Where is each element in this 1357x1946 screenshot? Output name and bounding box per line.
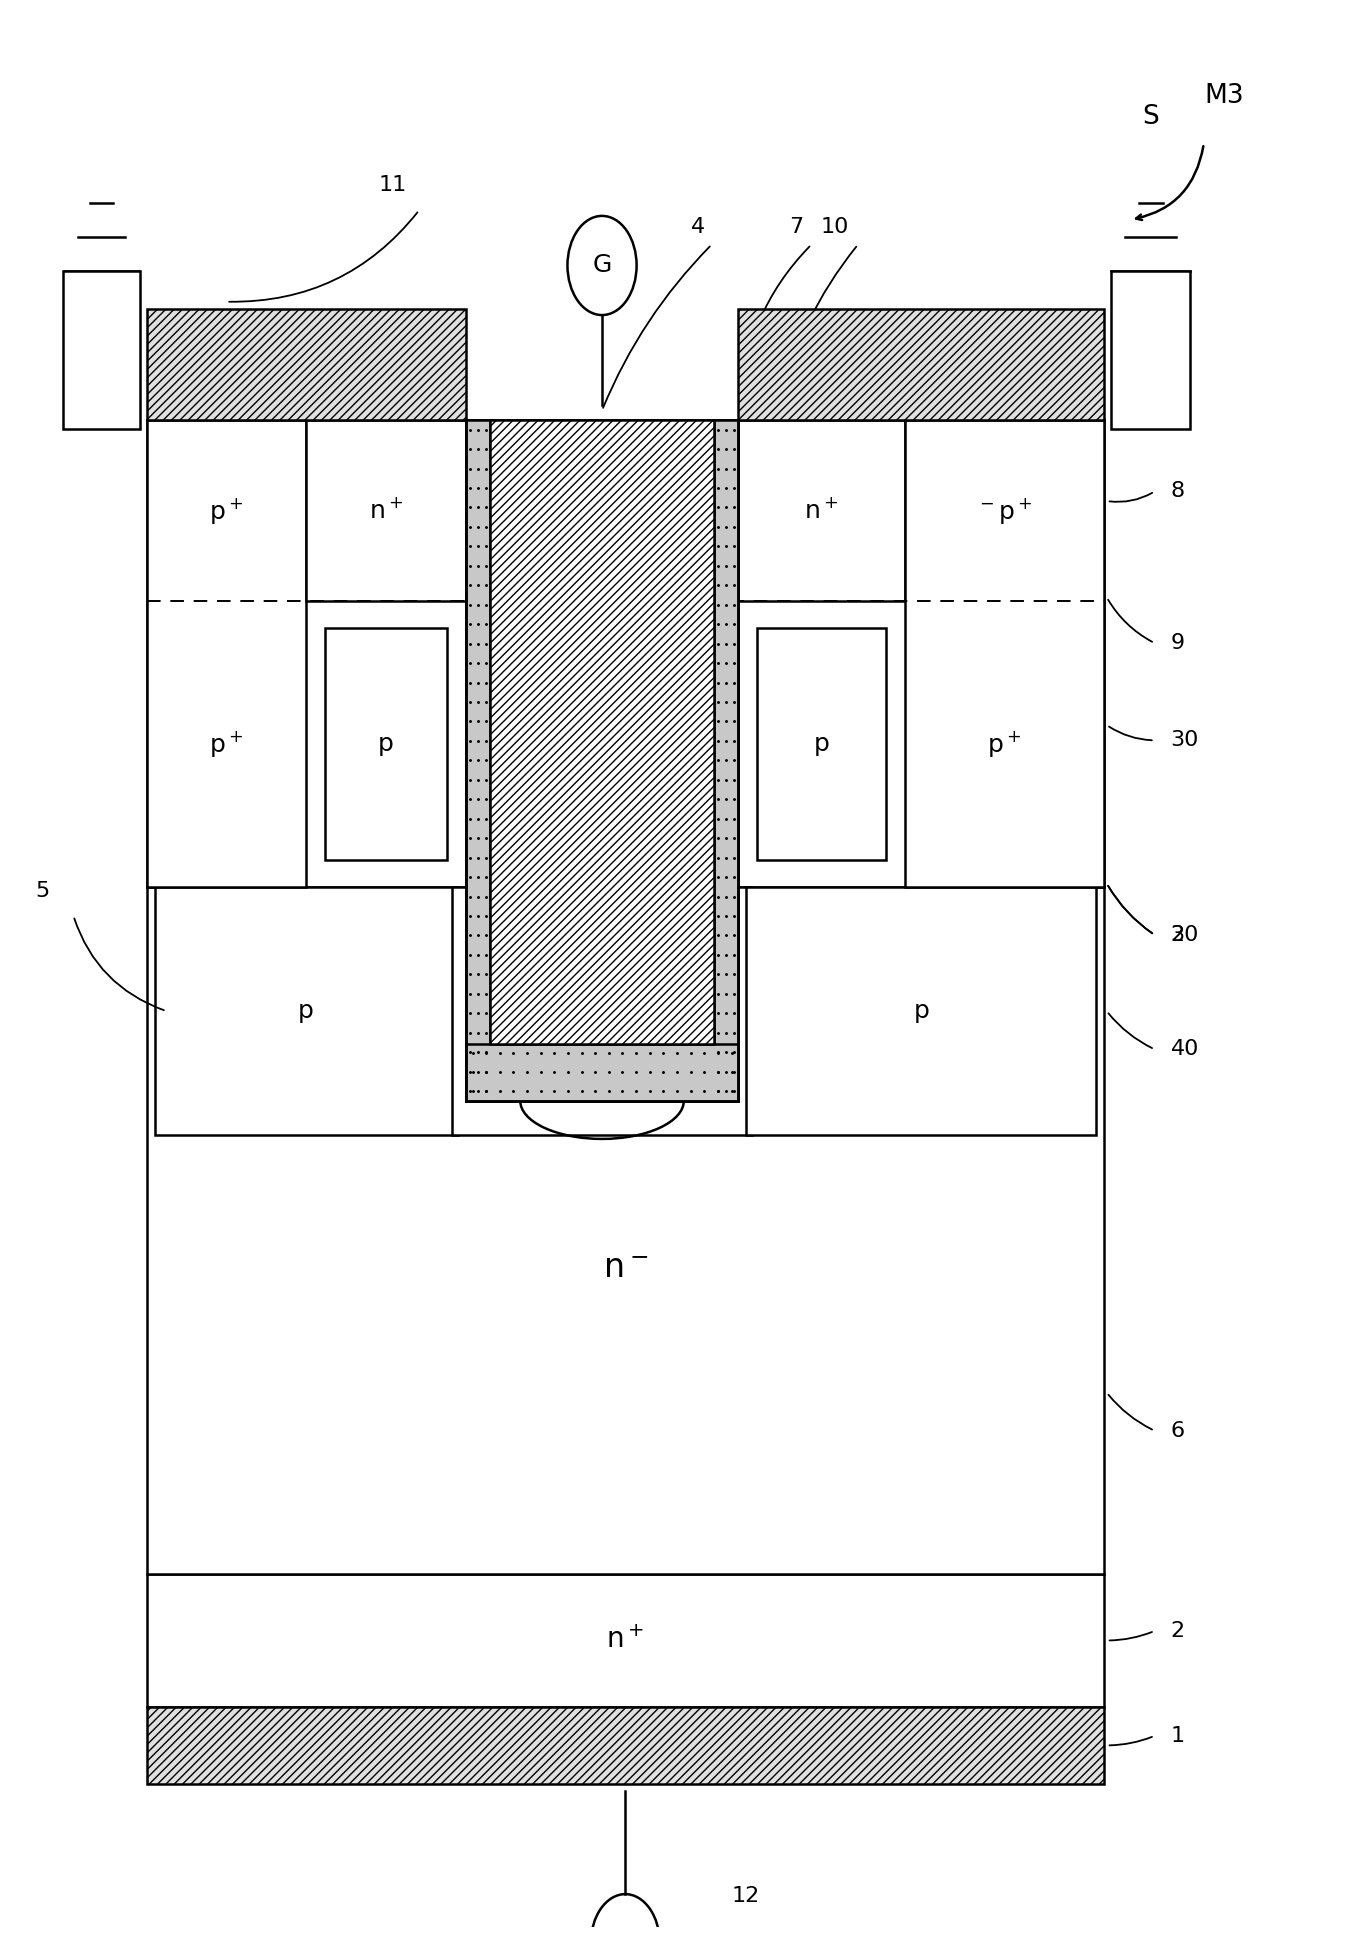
Bar bbox=[1110, 270, 1190, 430]
Bar bbox=[147, 1574, 1105, 1707]
Text: S: S bbox=[1143, 103, 1159, 130]
Text: 30: 30 bbox=[1171, 730, 1200, 751]
Text: $^-$p$^+$: $^-$p$^+$ bbox=[976, 496, 1033, 525]
Text: n$^-$: n$^-$ bbox=[603, 1251, 647, 1284]
Text: 5: 5 bbox=[35, 880, 50, 901]
Bar bbox=[746, 887, 1096, 1135]
Bar bbox=[738, 309, 1105, 420]
Text: p$^+$: p$^+$ bbox=[209, 496, 243, 525]
Text: 8: 8 bbox=[1171, 481, 1185, 502]
Text: 6: 6 bbox=[1171, 1421, 1185, 1440]
Bar bbox=[155, 887, 457, 1135]
Text: n$^+$: n$^+$ bbox=[607, 1627, 645, 1654]
Bar bbox=[757, 629, 886, 860]
Bar bbox=[147, 887, 1105, 1574]
Bar bbox=[62, 270, 140, 430]
Bar bbox=[147, 420, 1105, 887]
Text: p: p bbox=[814, 732, 829, 757]
Text: 1: 1 bbox=[1171, 1726, 1185, 1746]
Text: 2: 2 bbox=[1171, 1621, 1185, 1640]
Text: p: p bbox=[913, 998, 930, 1024]
Text: p: p bbox=[594, 998, 609, 1024]
Bar bbox=[324, 629, 446, 860]
Text: G: G bbox=[593, 253, 612, 278]
Bar bbox=[714, 420, 738, 1101]
Bar bbox=[465, 420, 490, 1101]
Text: 3: 3 bbox=[1171, 924, 1185, 946]
Text: 12: 12 bbox=[731, 1886, 760, 1905]
Text: 20: 20 bbox=[1171, 924, 1200, 946]
Bar bbox=[147, 420, 307, 887]
Bar bbox=[738, 420, 905, 601]
Bar bbox=[465, 420, 738, 1101]
Bar bbox=[307, 420, 465, 601]
Text: 11: 11 bbox=[379, 175, 407, 195]
Text: p$^+$: p$^+$ bbox=[987, 730, 1022, 759]
Bar bbox=[905, 420, 1105, 887]
Text: n$^+$: n$^+$ bbox=[369, 498, 403, 523]
Text: 10: 10 bbox=[821, 216, 848, 237]
Text: 9: 9 bbox=[1171, 632, 1185, 654]
Text: p: p bbox=[299, 998, 313, 1024]
Text: M3: M3 bbox=[1204, 84, 1243, 109]
Text: 40: 40 bbox=[1171, 1039, 1200, 1059]
Text: p$^+$: p$^+$ bbox=[209, 730, 243, 759]
Bar bbox=[465, 1043, 738, 1101]
Bar bbox=[452, 887, 752, 1135]
Bar bbox=[147, 1707, 1105, 1783]
Text: n$^+$: n$^+$ bbox=[805, 498, 839, 523]
Bar bbox=[147, 309, 465, 420]
Text: 7: 7 bbox=[790, 216, 803, 237]
Bar bbox=[490, 420, 714, 1043]
Text: p: p bbox=[379, 732, 394, 757]
Text: 4: 4 bbox=[691, 216, 706, 237]
